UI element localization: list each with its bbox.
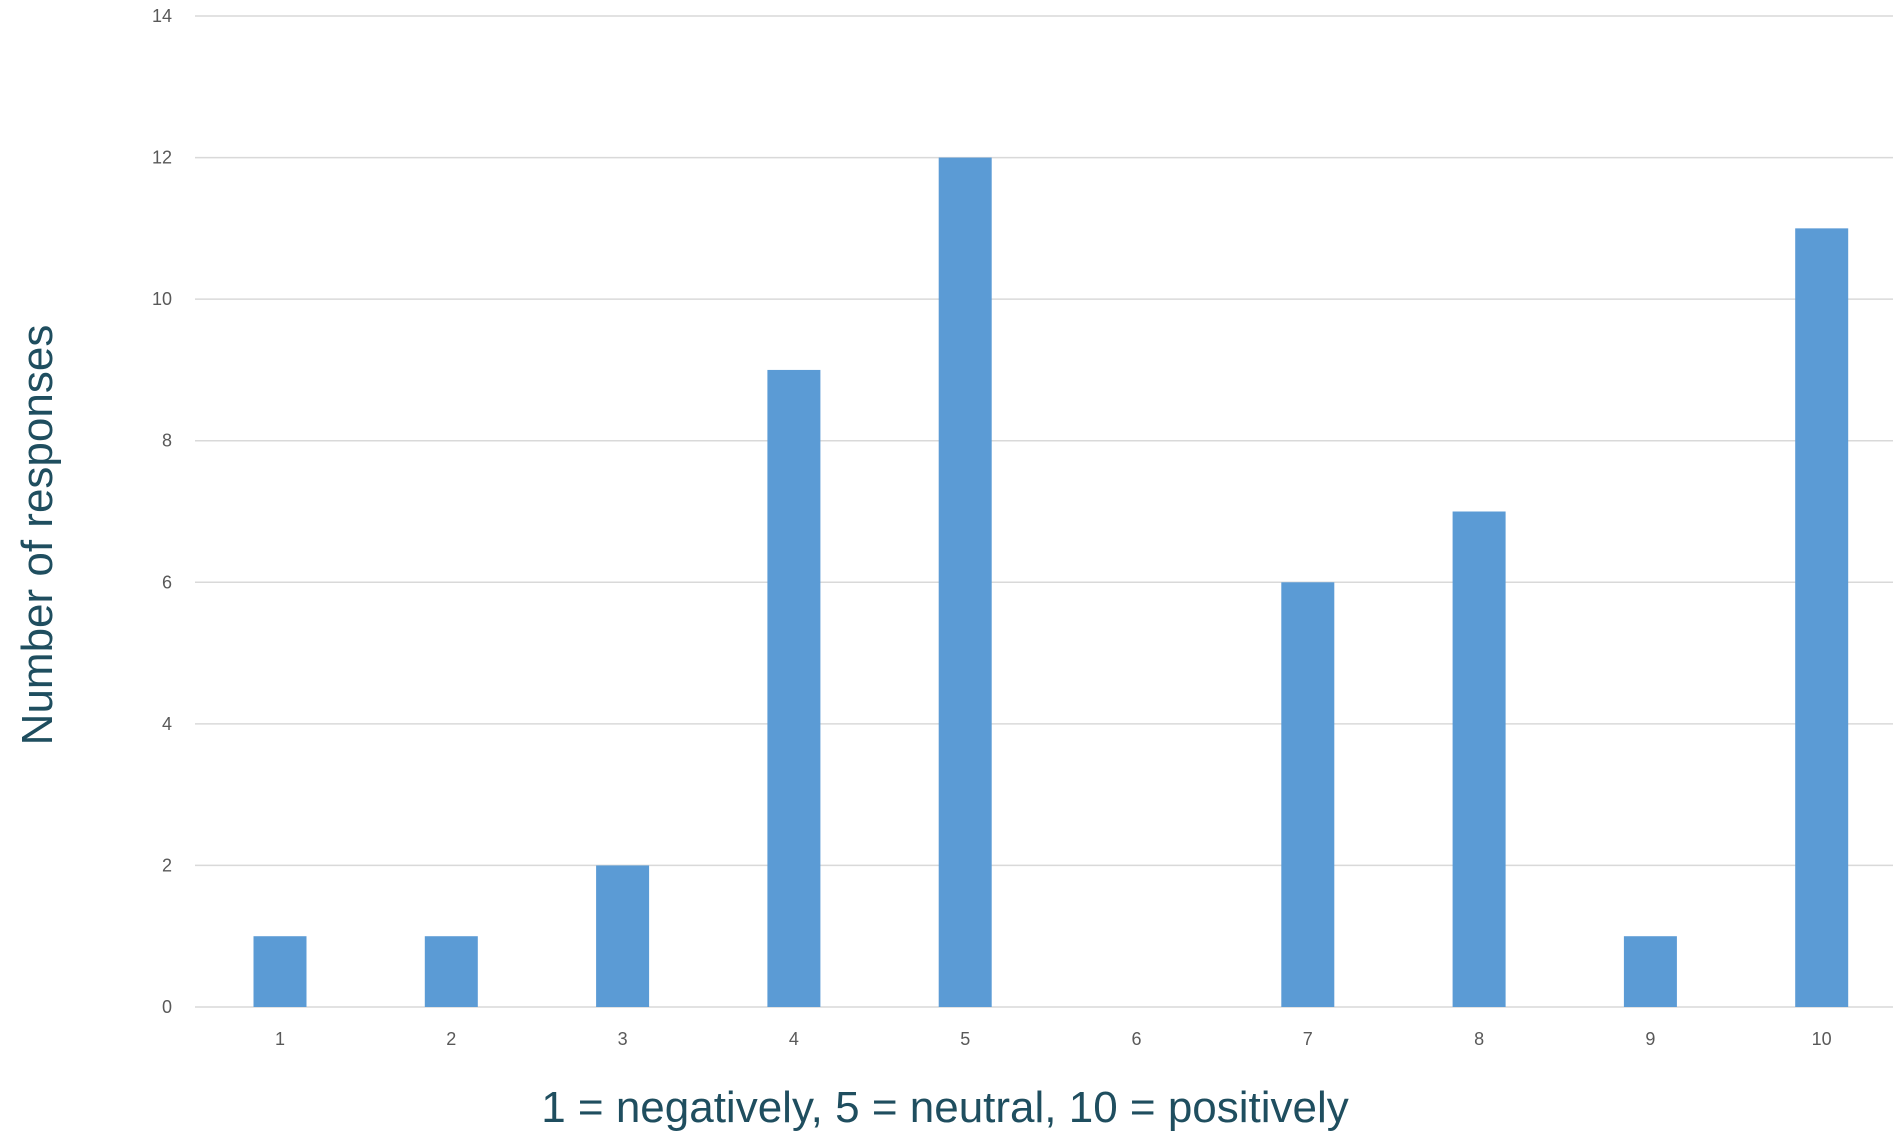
- x-tick-label: 3: [618, 1029, 628, 1049]
- x-tick-label: 2: [446, 1029, 456, 1049]
- bar-9: [1623, 936, 1677, 1007]
- x-tick-label: 1: [275, 1029, 285, 1049]
- y-tick-label: 4: [162, 714, 172, 734]
- y-tick-label: 0: [162, 997, 172, 1017]
- y-tick-label: 12: [152, 148, 172, 168]
- bar-2: [424, 936, 478, 1007]
- x-tick-label: 10: [1812, 1029, 1832, 1049]
- bars: [253, 157, 1849, 1008]
- x-tick-label: 9: [1645, 1029, 1655, 1049]
- y-tick-label: 8: [162, 431, 172, 451]
- y-tick-label: 2: [162, 855, 172, 875]
- bar-4: [767, 369, 821, 1007]
- bar-10: [1795, 228, 1849, 1007]
- gridlines: [195, 15, 1893, 1008]
- y-axis-ticks: 0 2 4 6 8 10 12 14: [152, 6, 172, 1017]
- y-axis-title: Number of responses: [13, 325, 62, 746]
- y-tick-label: 10: [152, 289, 172, 309]
- x-tick-label: 5: [960, 1029, 970, 1049]
- bar-8: [1452, 511, 1506, 1007]
- bar-7: [1281, 582, 1335, 1007]
- x-tick-label: 6: [1131, 1029, 1141, 1049]
- x-tick-label: 8: [1474, 1029, 1484, 1049]
- x-tick-label: 7: [1303, 1029, 1313, 1049]
- x-axis-title: 1 = negatively, 5 = neutral, 10 = positi…: [541, 1083, 1349, 1132]
- x-tick-label: 4: [789, 1029, 799, 1049]
- y-tick-label: 6: [162, 572, 172, 592]
- y-tick-label: 14: [152, 6, 172, 26]
- bar-3: [596, 865, 650, 1007]
- bar-5: [938, 157, 992, 1008]
- bar-1: [253, 936, 307, 1007]
- x-axis-ticks: 1 2 3 4 5 6 7 8 9 10: [275, 1029, 1832, 1049]
